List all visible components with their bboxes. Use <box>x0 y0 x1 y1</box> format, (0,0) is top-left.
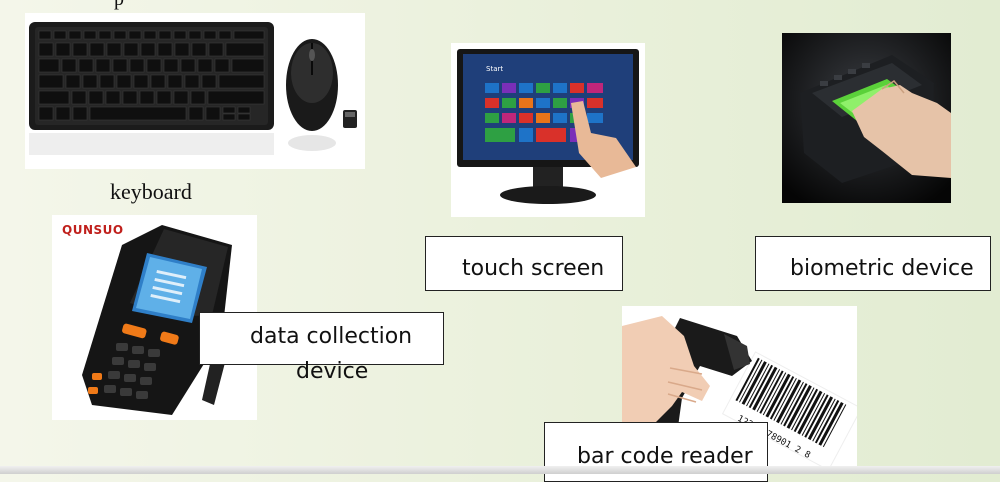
data-collection-label-line1: data collection <box>250 324 413 349</box>
data-collection-label-line2: device <box>296 359 369 384</box>
brand-logo: QUNSUO <box>62 223 124 237</box>
biometric-device-label-text: biometric device <box>790 256 974 281</box>
touch-screen-label: touch screen <box>425 236 623 291</box>
biometric-device-label: biometric device <box>755 236 991 291</box>
touch-screen-photo: Start <box>451 43 645 217</box>
bottom-scrollbar <box>0 466 1000 474</box>
keyboard-mouse-photo <box>25 13 365 169</box>
keyboard-caption: keyboard <box>110 179 192 204</box>
biometric-device-photo <box>782 33 951 203</box>
data-collection-device-photo: QUNSUO <box>52 215 257 420</box>
bar-code-reader-label-text: bar code reader <box>577 444 753 469</box>
screen-start-text: Start <box>486 65 504 73</box>
data-collection-label: data collection <box>199 312 444 365</box>
cut-top-text: p <box>114 0 124 11</box>
touch-screen-label-text: touch screen <box>462 256 605 281</box>
